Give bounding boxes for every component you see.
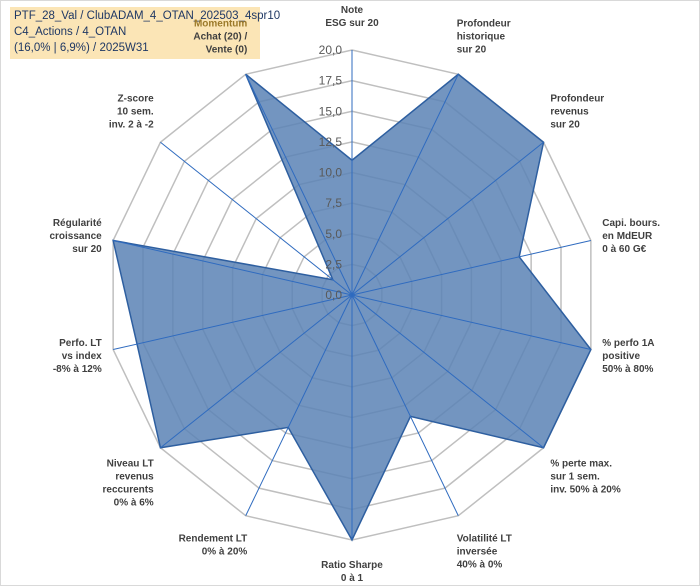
axis-spoke	[113, 239, 353, 296]
axis-label-line: Niveau LT	[107, 459, 154, 470]
axis-label-line: sur 20	[72, 244, 102, 255]
chart-title-box: PTF_28_Val / ClubADAM_4_OTAN_202503_4spr…	[10, 7, 280, 59]
axis-label: Profondeur revenus sur 20	[550, 93, 604, 130]
axis-label-line: Note	[341, 5, 364, 16]
axis-label-line: -8% à 12%	[53, 364, 102, 375]
axis-label-line: 10 sem.	[117, 106, 154, 117]
axis-label-line: Rendement LT	[179, 533, 248, 544]
axis-label-line: Vente (0)	[206, 45, 248, 56]
axis-label-line: Momentum	[194, 19, 247, 30]
axis-label-line: % perfo 1A	[602, 338, 654, 349]
axis-label-line: Achat (20) /	[193, 32, 247, 43]
axis-label-line: 0% à 20%	[202, 546, 248, 557]
axis-label-line: Profondeur	[457, 19, 511, 30]
axis-spoke	[351, 294, 591, 351]
axis-label-line: 0 à 60 G€	[602, 244, 646, 255]
axis-label-line: croissance	[49, 231, 102, 242]
axis-label-line: inv. 50% à 20%	[550, 485, 621, 496]
axis-label-line: positive	[602, 351, 640, 362]
axis-label-line: Ratio Sharpe	[321, 560, 383, 571]
axis-label: Note ESG sur 20	[325, 5, 379, 29]
axis-label-line: Régularité	[53, 218, 102, 229]
axis-label-line: ESG sur 20	[325, 18, 379, 29]
axis-label-line: % perte max.	[550, 459, 612, 470]
axis-label-line: en MdEUR	[602, 231, 653, 242]
tick-label: 7,5	[325, 196, 342, 210]
axis-label: % perte max. sur 1 sem. inv. 50% à 20%	[550, 459, 621, 496]
axis-label: Capi. bours. en MdEUR 0 à 60 G€	[602, 218, 660, 255]
axis-label-line: sur 20	[457, 45, 487, 56]
axis-spoke	[160, 294, 353, 449]
axis-label: Niveau LT revenus reccurents 0% à 6%	[103, 459, 155, 509]
axis-spoke	[351, 141, 544, 296]
axis-spoke	[160, 141, 353, 296]
axis-label-line: inv. 2 à -2	[109, 119, 154, 130]
axis-label-line: revenus	[115, 472, 154, 483]
axis-label-line: sur 20	[550, 119, 580, 130]
tick-label: 15,0	[319, 104, 343, 118]
tick-label: 17,5	[319, 74, 343, 88]
axis-label: Rendement LT 0% à 20%	[179, 533, 248, 557]
axis-label-line: sur 1 sem.	[550, 472, 600, 483]
axis-label: Z-score 10 sem. inv. 2 à -2	[109, 93, 154, 130]
tick-label: 0,0	[325, 288, 342, 302]
tick-label: 5,0	[325, 227, 342, 241]
axis-label-line: Volatilité LT	[457, 533, 512, 544]
axis-label-line: Z-score	[118, 93, 155, 104]
axis-label-line: historique	[457, 32, 506, 43]
axis-label: Volatilité LT inversée 40% à 0%	[457, 533, 512, 570]
title-line-2: C4_Actions / 4_OTAN	[14, 26, 127, 38]
axis-label: Perfo. LT vs index -8% à 12%	[53, 338, 102, 375]
tick-label: 20,0	[319, 43, 343, 57]
axis-spoke	[113, 294, 353, 351]
axis-label: Ratio Sharpe 0 à 1	[321, 560, 383, 584]
axis-label-line: 50% à 80%	[602, 364, 653, 375]
axis-label: % perfo 1A positive 50% à 80%	[602, 338, 654, 375]
axis-label-line: 40% à 0%	[457, 559, 503, 570]
axis-label-line: inversée	[457, 546, 498, 557]
axis-spoke	[245, 74, 353, 296]
axis-label-line: vs index	[62, 351, 102, 362]
axis-label-line: 0% à 6%	[114, 498, 154, 509]
axis-label-line: revenus	[550, 106, 589, 117]
axis-label: Régularité croissance sur 20	[49, 218, 102, 255]
tick-label: 2,5	[325, 257, 342, 271]
axis-spoke	[351, 74, 459, 296]
tick-label: 12,5	[319, 135, 343, 149]
axis-label-line: 0 à 1	[341, 573, 364, 584]
title-line-3: (16,0% | 6,9%) / 2025W31	[14, 42, 149, 54]
axis-label-line: Perfo. LT	[59, 338, 102, 349]
axis-label-line: reccurents	[103, 485, 155, 496]
axis-spoke	[245, 294, 353, 516]
axis-label: Momentum Achat (20) / Vente (0)	[193, 19, 247, 56]
axis-spoke	[351, 294, 544, 449]
axis-spoke	[351, 294, 459, 516]
axis-label-line: Profondeur	[550, 93, 604, 104]
tick-label: 10,0	[319, 166, 343, 180]
title-line-1: PTF_28_Val / ClubADAM_4_OTAN_202503_4spr…	[14, 10, 281, 22]
axis-spoke	[351, 239, 591, 296]
axis-label: Profondeur historique sur 20	[457, 19, 511, 56]
axis-label-line: Capi. bours.	[602, 218, 660, 229]
